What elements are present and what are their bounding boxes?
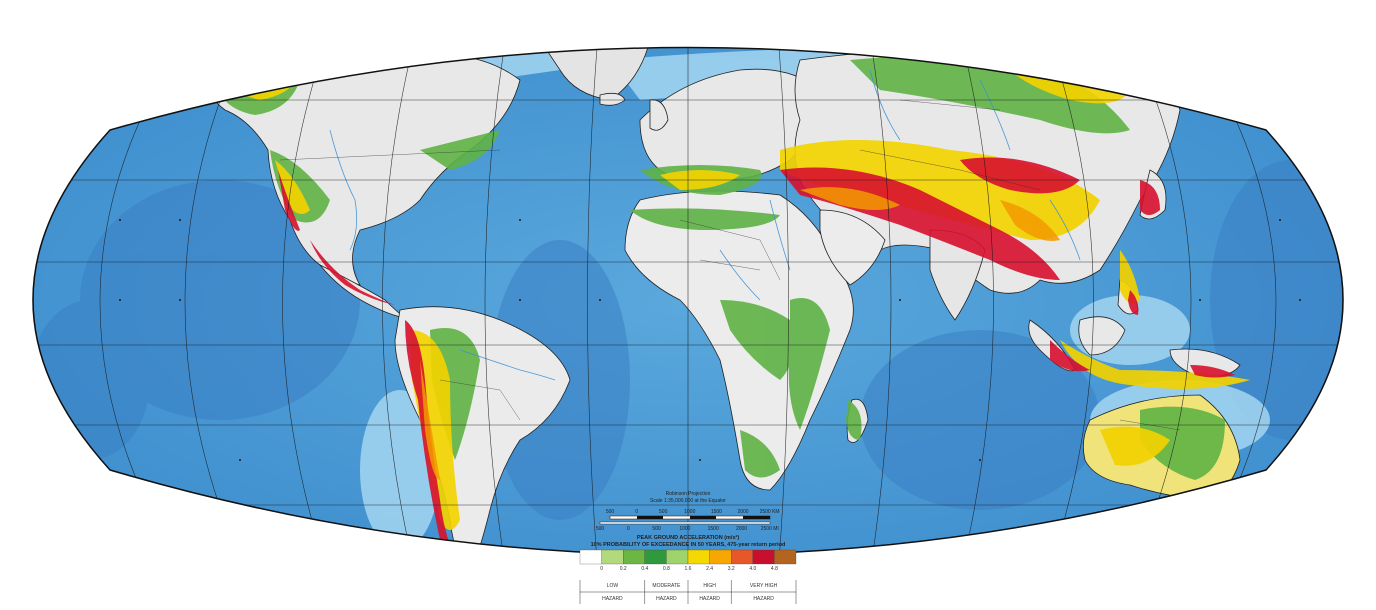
legend-swatch [644, 549, 667, 565]
scale-km-label: 0 [635, 509, 638, 515]
scale-km-label: 2500 KM [760, 509, 780, 515]
legend-swatch [579, 549, 602, 565]
scale-block: Robinson Projection Scale 1:35,000,000 a… [596, 491, 780, 532]
scale-bar-km [609, 515, 771, 520]
hazard-class-label: HAZARD [602, 596, 623, 602]
legend-value: 4.0 [749, 566, 756, 572]
legend: PEAK GROUND ACCELERATION (m/s²) 10% PROB… [579, 534, 797, 604]
legend-swatch [687, 549, 710, 565]
scale-km-label: 2000 [737, 509, 748, 515]
legend-swatch [601, 549, 624, 565]
legend-swatch [623, 549, 645, 565]
scale-mi-label: 2000 [736, 526, 747, 532]
scale-km-label: 1000 [684, 509, 695, 515]
hazard-class-label: HIGH [703, 583, 716, 589]
scale-km-labels: 500 0 500 1000 1500 2000 2500 KM [606, 509, 780, 515]
graticule-dots [119, 219, 1301, 461]
projection-caption: Robinson Projection [666, 491, 711, 497]
legend-swatch [666, 549, 689, 565]
legend-title: PEAK GROUND ACCELERATION (m/s²) [637, 534, 740, 541]
new-zealand [1244, 499, 1294, 555]
legend-value: 0.4 [641, 566, 648, 572]
hazard-class-label: HAZARD [656, 596, 677, 602]
hazard-class-label: HAZARD [699, 596, 720, 602]
legend-value: 2.4 [706, 566, 713, 572]
hazard-class-label: LOW [607, 583, 619, 589]
scale-bar-mi [599, 521, 771, 525]
legend-swatch [774, 549, 797, 565]
legend-values: 0 0.2 0.4 0.8 1.6 2.4 3.2 4.0 4.8 [600, 566, 778, 572]
hazard-class-label: VERY HIGH [750, 583, 778, 589]
scale-km-label: 1500 [711, 509, 722, 515]
scale-mi-labels: 500 0 500 1000 1500 2000 2500 MI [596, 526, 779, 532]
legend-swatches [579, 549, 797, 565]
legend-value: 0.2 [620, 566, 627, 572]
legend-swatch [752, 549, 775, 565]
legend-subtitle: 10% PROBABILITY OF EXCEEDANCE IN 50 YEAR… [591, 542, 786, 548]
legend-swatch [731, 549, 753, 565]
ocean-depth-patches [33, 160, 1343, 520]
scale-mi-label: 0 [627, 526, 630, 532]
scale-mi-label: 500 [596, 526, 605, 532]
scale-mi-label: 1500 [708, 526, 719, 532]
scale-mi-label: 1000 [679, 526, 690, 532]
legend-value: 0 [600, 566, 603, 572]
globe-outline [32, 46, 1344, 556]
scale-caption: Scale 1:35,000,000 at the Equator [650, 498, 726, 504]
scale-mi-label: 500 [652, 526, 661, 532]
scale-km-label: 500 [659, 509, 668, 515]
rivers [329, 69, 1081, 381]
arabia [819, 209, 886, 286]
hazard-class-label: MODERATE [652, 583, 681, 589]
hazard-class-label: HAZARD [753, 596, 774, 602]
british-isles [649, 99, 669, 131]
hazard-orange-zones [420, 187, 1060, 480]
scale-mi-label: 2500 MI [761, 526, 779, 532]
legend-value: 0.8 [663, 566, 670, 572]
borneo [1078, 316, 1126, 356]
legend-swatch [709, 549, 732, 565]
hazard-classes: LOW HAZARD MODERATE HAZARD HIGH HAZARD VERY HI… [579, 580, 797, 604]
scale-km-label: 500 [606, 509, 615, 515]
legend-value: 1.6 [685, 566, 692, 572]
legend-value: 4.8 [771, 566, 778, 572]
legend-value: 3.2 [728, 566, 735, 572]
